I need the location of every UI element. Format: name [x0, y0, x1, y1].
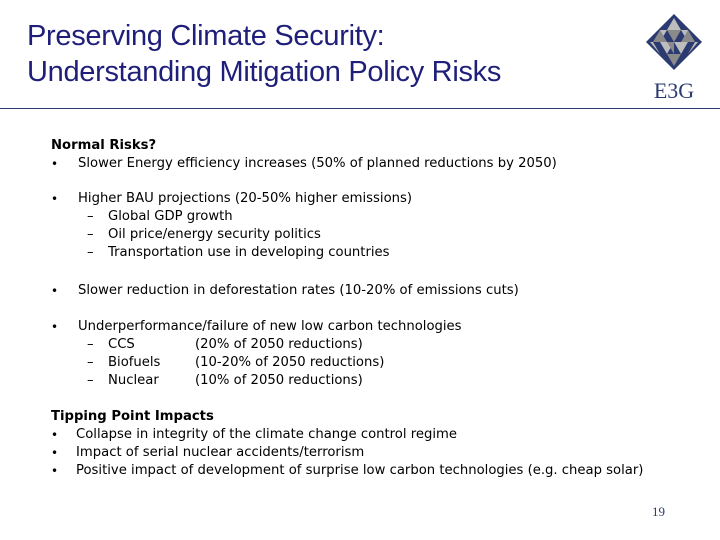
- logo-text: E3G: [653, 78, 695, 103]
- dash: –: [87, 227, 94, 242]
- normal-risks-heading: Normal Risks?: [51, 138, 157, 153]
- e3g-logo-icon: [646, 14, 702, 70]
- page-number: 19: [652, 504, 665, 519]
- title-line-1: Preserving Climate Security:: [27, 20, 385, 52]
- tech-name: CCS: [108, 337, 135, 352]
- normal-risk-item: Higher BAU projections (20-50% higher em…: [78, 191, 413, 206]
- dash: –: [87, 245, 94, 260]
- tipping-item: Impact of serial nuclear accidents/terro…: [76, 445, 365, 460]
- header-divider: [0, 108, 720, 109]
- normal-risk-item: Slower Energy efficiency increases (50% …: [78, 156, 557, 171]
- bullet: •: [51, 157, 59, 171]
- bullet: •: [51, 192, 59, 206]
- normal-risk-item: Underperformance/failure of new low carb…: [78, 319, 462, 334]
- tipping-point-heading: Tipping Point Impacts: [51, 409, 214, 424]
- tipping-item: Collapse in integrity of the climate cha…: [76, 427, 457, 442]
- dash: –: [87, 355, 94, 370]
- bullet: •: [51, 320, 59, 334]
- dash: –: [87, 209, 94, 224]
- tech-name: Biofuels: [108, 355, 161, 370]
- bullet: •: [51, 284, 59, 298]
- bullet: •: [51, 464, 59, 478]
- tipping-item: Positive impact of development of surpri…: [76, 463, 644, 478]
- sub-item: Transportation use in developing countri…: [108, 245, 390, 260]
- bullet: •: [51, 428, 59, 442]
- tech-name: Nuclear: [108, 373, 159, 388]
- dash: –: [87, 373, 94, 388]
- tech-detail: (10-20% of 2050 reductions): [195, 355, 385, 370]
- tech-detail: (20% of 2050 reductions): [195, 337, 363, 352]
- title-line-2: Understanding Mitigation Policy Risks: [27, 56, 502, 88]
- slide-title: Preserving Climate Security: Understandi…: [27, 18, 627, 90]
- tech-detail: (10% of 2050 reductions): [195, 373, 363, 388]
- normal-risk-item: Slower reduction in deforestation rates …: [78, 283, 519, 298]
- bullet: •: [51, 446, 59, 460]
- dash: –: [87, 337, 94, 352]
- sub-item: Global GDP growth: [108, 209, 233, 224]
- sub-item: Oil price/energy security politics: [108, 227, 321, 242]
